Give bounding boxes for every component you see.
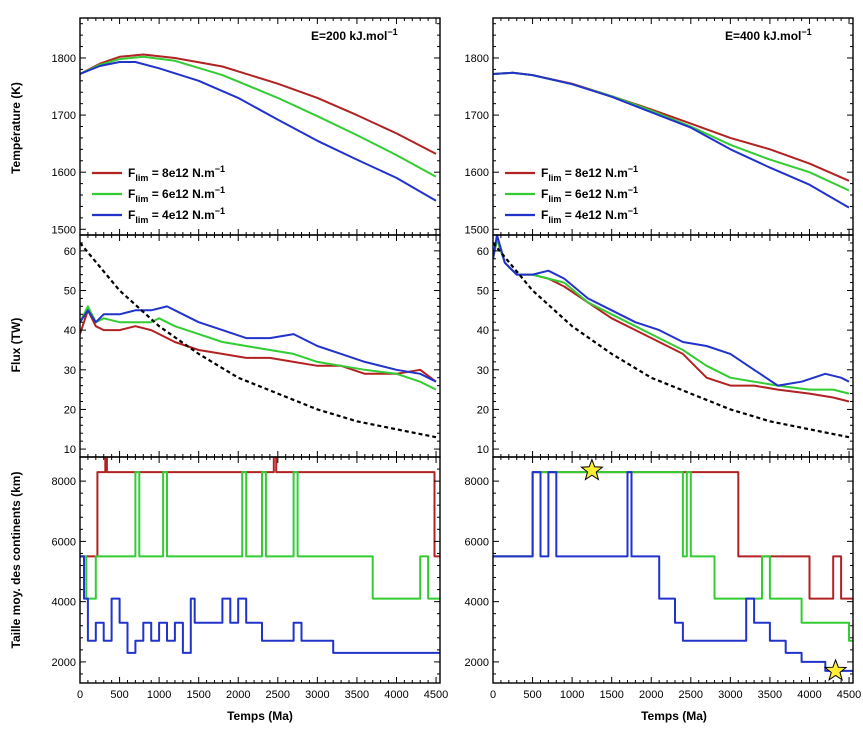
x-tick-label: 4500 <box>424 689 448 701</box>
series-line-6e12 <box>493 238 850 395</box>
legend-right: Flim = 8e12 N.m−1 Flim = 6e12 N.m−1 Flim =… <box>505 164 638 225</box>
panel-temperature-0: 1500 1600 1700 1800 <box>52 17 441 236</box>
y-tick-label: 2000 <box>52 657 76 669</box>
x-tick-label: 500 <box>523 689 541 701</box>
star-marker-1 <box>823 658 848 681</box>
series-line-8e12 <box>493 71 850 182</box>
legend-label: Flim = 6e12 N.m−1 <box>128 185 225 204</box>
panel-frame <box>492 456 854 684</box>
panel-size-0: 2000 4000 6000 8000 0 500 1000 1500 2000 2500 3000… <box>52 456 448 701</box>
series-line-4e12 <box>80 555 440 654</box>
panel-frame <box>492 17 854 236</box>
y-tick-label: 60 <box>64 246 76 258</box>
y-tick-label: 8000 <box>465 476 489 488</box>
e-label-right: E=400 kJ.mol−1 <box>725 27 812 43</box>
e-label-left: E=200 kJ.mol−1 <box>311 27 398 43</box>
x-tick-label: 4500 <box>837 689 861 701</box>
y-tick-label: 30 <box>64 365 76 377</box>
y-tick-label: 4000 <box>465 597 489 609</box>
x-tick-label: 2000 <box>226 689 250 701</box>
y-tick-label: 40 <box>64 325 76 337</box>
panel-frame <box>79 17 441 236</box>
x-tick-label: 2000 <box>639 689 663 701</box>
y-tick-label: 2000 <box>465 657 489 669</box>
series-line-6e12 <box>493 471 853 642</box>
series-line-8e12 <box>493 238 850 403</box>
y-tick-label: 20 <box>477 404 489 416</box>
x-tick-label: 3500 <box>345 689 369 701</box>
panel-flux-0: 10 20 30 40 50 60 <box>64 234 441 458</box>
panel-frame <box>79 456 441 684</box>
x-tick-label: 3000 <box>305 689 329 701</box>
x-label-left: Temps (Ma) <box>227 709 293 723</box>
series-line-6e12 <box>80 305 437 391</box>
legend-label: Flim = 8e12 N.m−1 <box>541 164 638 183</box>
series-line-8e12 <box>80 309 437 383</box>
x-tick-label: 2500 <box>679 689 703 701</box>
x-tick-label: 4000 <box>384 689 408 701</box>
series-line-4e12 <box>80 61 437 202</box>
y-label-flux: Flux (TW) <box>9 318 23 373</box>
y-tick-label: 20 <box>64 404 76 416</box>
panels-layer: 1500 1600 1700 1800 1500 1600 1700 1800 10 20 30 40… <box>52 17 861 701</box>
y-tick-label: 1800 <box>465 53 489 65</box>
x-tick-label: 2500 <box>266 689 290 701</box>
x-label-right: Temps (Ma) <box>641 709 707 723</box>
panel-temperature-1: 1500 1600 1700 1800 <box>465 17 854 236</box>
series-line-4e12 <box>493 71 850 209</box>
y-tick-label: 1700 <box>52 110 76 122</box>
series-line-4e12 <box>80 305 437 383</box>
y-tick-label: 1500 <box>465 224 489 236</box>
y-tick-label: 8000 <box>52 476 76 488</box>
x-tick-label: 4000 <box>797 689 821 701</box>
y-tick-label: 50 <box>64 286 76 298</box>
y-label-size: Taille moy. des continents (km) <box>9 472 23 649</box>
series-line-reference <box>80 242 437 439</box>
y-tick-label: 4000 <box>52 597 76 609</box>
legend-label: Flim = 4e12 N.m−1 <box>128 206 225 225</box>
x-tick-label: 1500 <box>599 689 623 701</box>
panel-size-1: 2000 4000 6000 8000 0 500 1000 1500 2000 2500 3000… <box>465 456 861 701</box>
x-tick-label: 0 <box>490 689 496 701</box>
y-tick-label: 1600 <box>52 167 76 179</box>
panel-flux-1: 10 20 30 40 50 60 <box>477 234 854 458</box>
series-line-6e12 <box>80 55 437 178</box>
y-tick-label: 10 <box>477 444 489 456</box>
y-tick-label: 1800 <box>52 53 76 65</box>
series-line-4e12 <box>493 471 853 672</box>
y-tick-label: 6000 <box>465 536 489 548</box>
x-tick-label: 3500 <box>758 689 782 701</box>
y-tick-label: 1600 <box>465 167 489 179</box>
star-marker-0 <box>580 458 604 481</box>
x-tick-label: 0 <box>77 689 83 701</box>
series-line-8e12 <box>493 471 853 600</box>
legend-left: Flim = 8e12 N.m−1 Flim = 6e12 N.m−1 Flim =… <box>92 164 225 225</box>
y-tick-label: 1700 <box>465 110 489 122</box>
y-tick-label: 10 <box>64 444 76 456</box>
y-tick-label: 40 <box>477 325 489 337</box>
series-line-8e12 <box>80 457 440 558</box>
series-line-8e12 <box>80 53 437 155</box>
legend-label: Flim = 8e12 N.m−1 <box>128 164 225 183</box>
x-tick-label: 1000 <box>560 689 584 701</box>
legend-label: Flim = 6e12 N.m−1 <box>541 185 638 204</box>
series-line-4e12 <box>493 235 850 387</box>
y-tick-label: 60 <box>477 246 489 258</box>
y-tick-label: 1500 <box>52 224 76 236</box>
series-line-6e12 <box>80 471 440 600</box>
panel-frame <box>79 234 441 458</box>
x-tick-label: 1000 <box>147 689 171 701</box>
y-tick-label: 50 <box>477 286 489 298</box>
y-tick-label: 6000 <box>52 536 76 548</box>
legend-label: Flim = 4e12 N.m−1 <box>541 206 638 225</box>
y-tick-label: 30 <box>477 365 489 377</box>
y-label-temperature: Température (K) <box>9 82 23 174</box>
x-tick-label: 500 <box>110 689 128 701</box>
x-tick-label: 3000 <box>718 689 742 701</box>
x-tick-label: 1500 <box>186 689 210 701</box>
